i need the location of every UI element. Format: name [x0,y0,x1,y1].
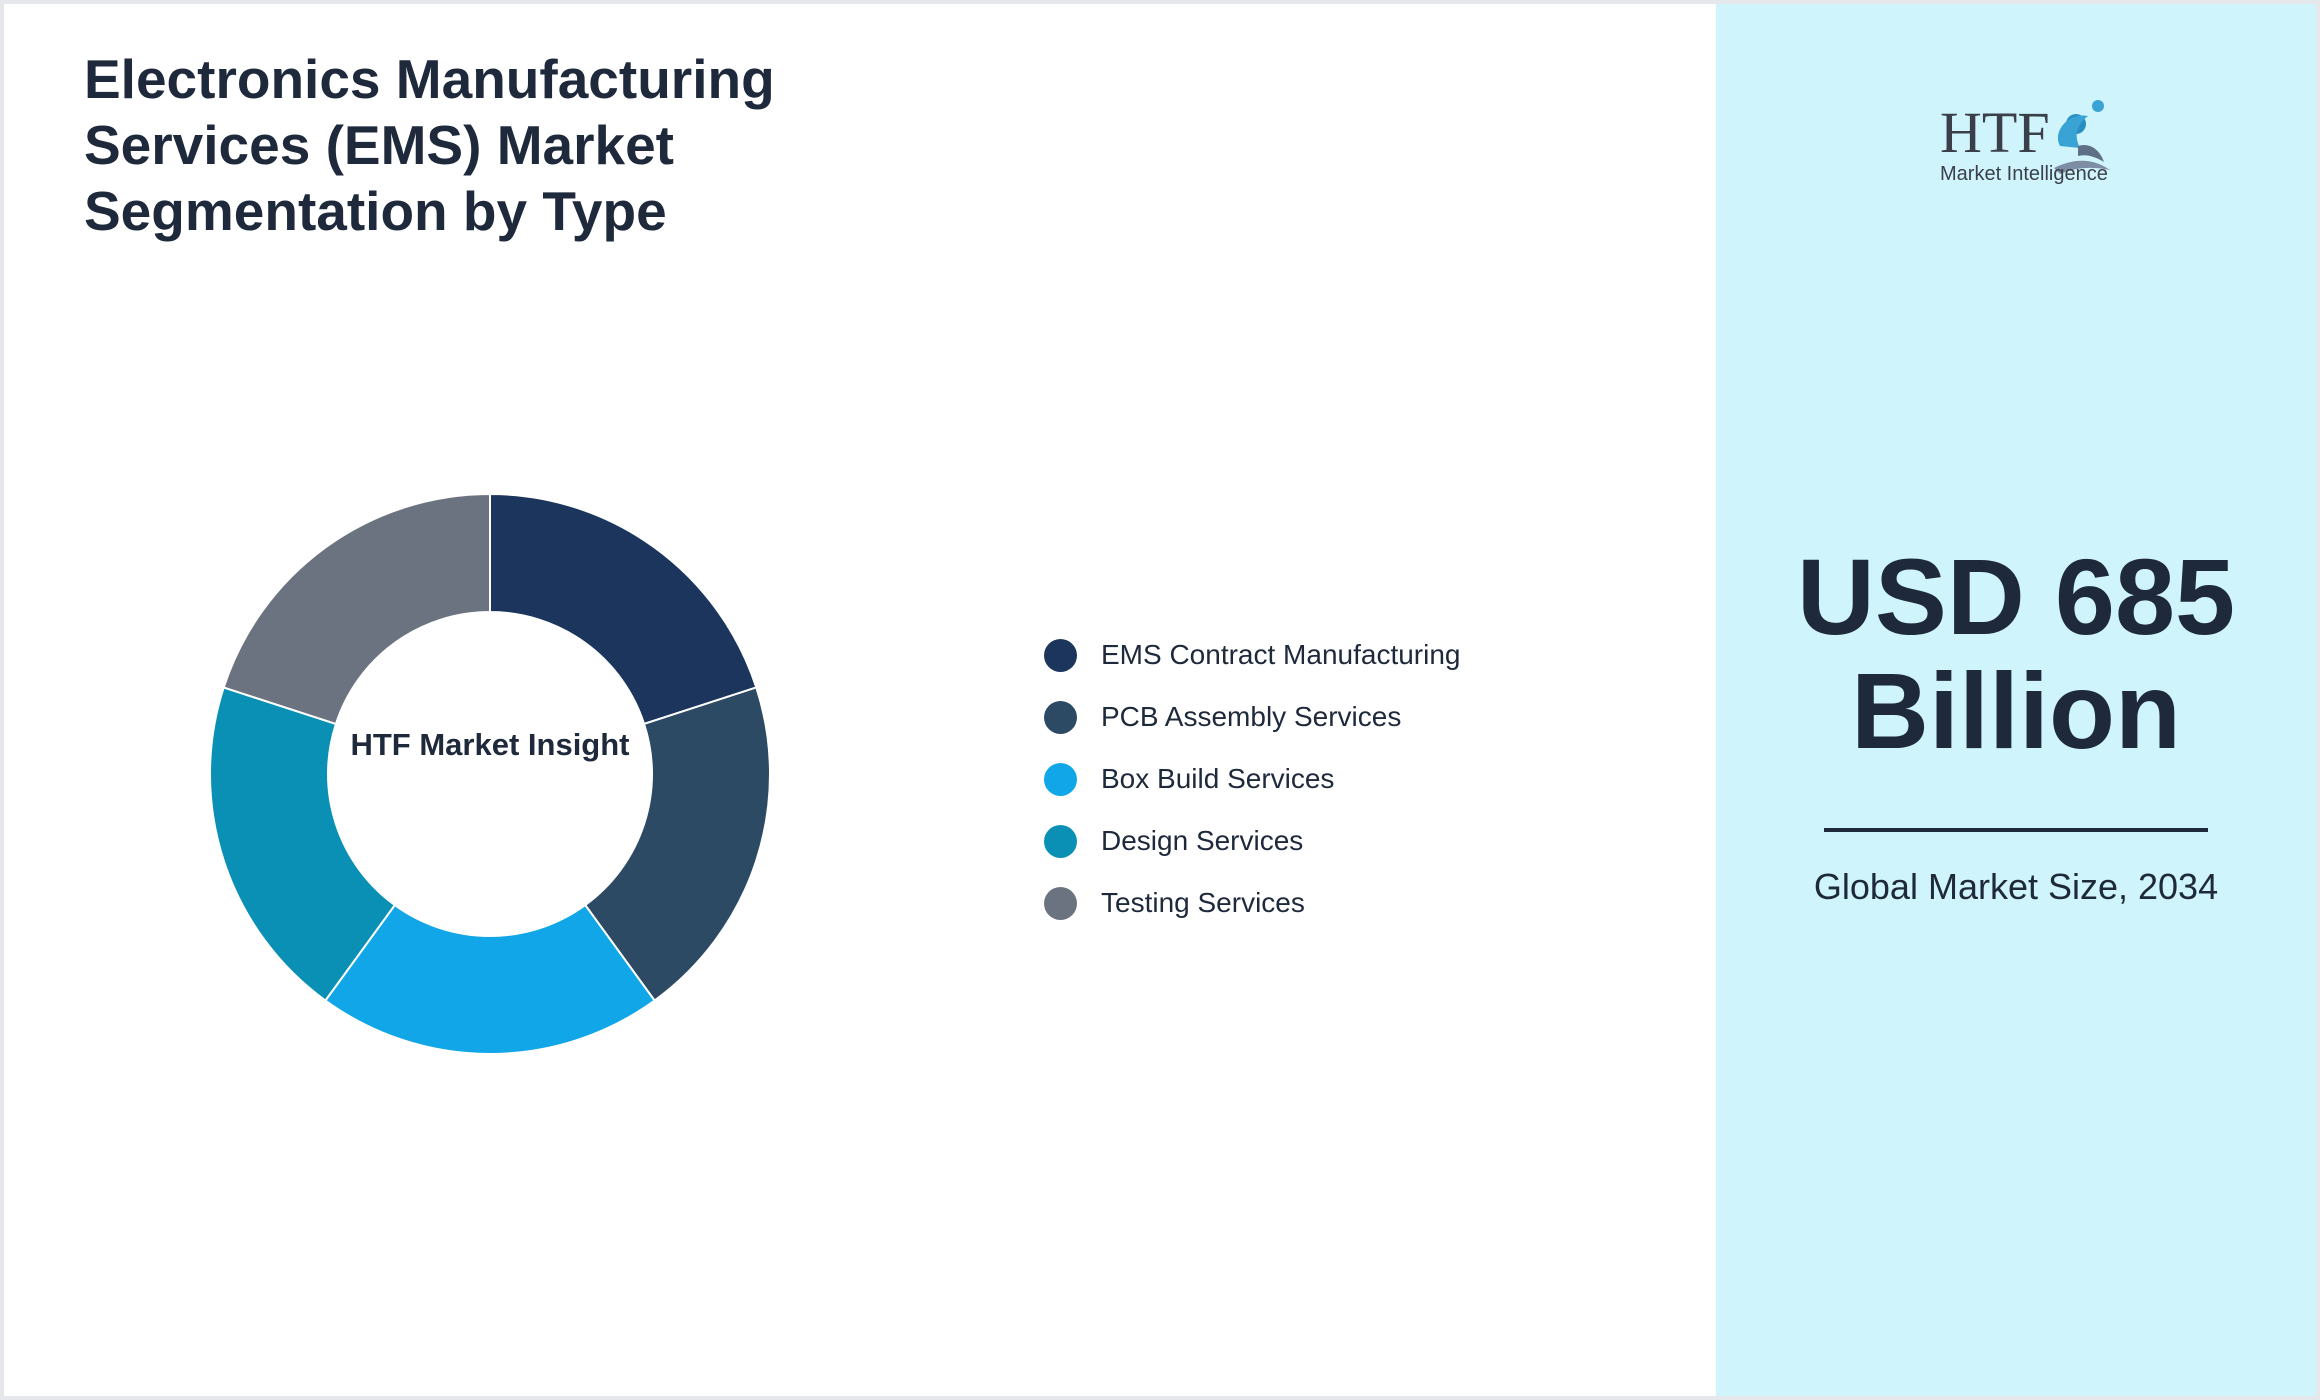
donut-chart [209,492,771,1056]
market-size-value: USD 685 Billion [1796,536,2236,771]
logo-tagline: Market Intelligence [1940,163,2108,185]
donut-slice-ems-contract-manufacturing [489,492,758,726]
donut-slice-design-services [209,686,397,1002]
donut-slice-box-build-services [324,903,656,1056]
donut-center-label: HTF Market Insight [350,727,630,762]
market-size-caption: Global Market Size, 2034 [1813,866,2219,907]
legend-label: PCB Assembly Services [1101,701,1402,732]
main-panel: Electronics Manufacturing Services (EMS)… [4,4,1716,1396]
side-panel: HTF Market Intelligence USD 685 Billion … [1716,4,2316,1396]
legend-swatch [1044,886,1077,920]
legend-item: Design Services [1044,810,1461,872]
legend-swatch [1044,762,1077,796]
logo-emblem-icon [2054,100,2110,174]
htf-logo: HTF Market Intelligence [1940,100,2110,185]
divider [1824,828,2208,832]
chart-title: Electronics Manufacturing Services (EMS)… [84,48,775,242]
legend-swatch [1044,700,1077,734]
legend-swatch [1044,824,1077,858]
legend-item: Testing Services [1044,872,1461,934]
legend-label: Box Build Services [1101,763,1335,794]
donut-slice-testing-services [222,492,491,726]
legend-item: Box Build Services [1044,748,1461,810]
legend-item: EMS Contract Manufacturing [1044,624,1461,686]
legend-item: PCB Assembly Services [1044,686,1461,748]
legend-label: Testing Services [1101,887,1305,918]
legend-label: Design Services [1101,825,1304,856]
legend-swatch [1044,638,1077,672]
legend-label: EMS Contract Manufacturing [1101,639,1461,670]
donut-slice-pcb-assembly-services [583,686,771,1002]
logo-brand: HTF [1940,100,2050,165]
chart-legend: EMS Contract Manufacturing PCB Assembly S… [1044,624,1461,934]
